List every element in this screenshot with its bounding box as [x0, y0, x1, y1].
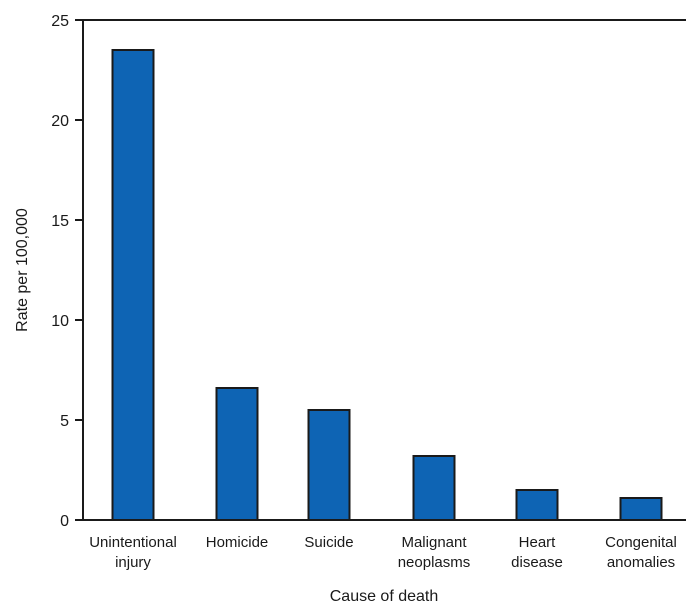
- category-label: Suicide: [304, 534, 353, 551]
- category-labels: Unintentional injury Homicide Suicide Malign…: [89, 534, 677, 571]
- y-tick-label: 0: [60, 513, 69, 530]
- category-label-line: Unintentional: [89, 534, 177, 551]
- category-label-line: injury: [115, 554, 151, 571]
- bar: [515, 489, 559, 521]
- category-label-line: Congenital: [605, 534, 677, 551]
- x-axis-title: Cause of death: [330, 588, 439, 605]
- category-label-line: Suicide: [304, 534, 353, 551]
- y-axis-ticks: 0 5 10 15 20 25: [51, 13, 83, 530]
- category-label: Heart disease: [511, 534, 563, 571]
- y-tick-label: 20: [51, 113, 69, 130]
- category-label-line: Homicide: [206, 534, 269, 551]
- y-tick-label: 10: [51, 313, 69, 330]
- y-tick-label: 15: [51, 213, 69, 230]
- category-label: Malignant neoplasms: [398, 534, 471, 571]
- y-axis-title: Rate per 100,000: [14, 208, 31, 332]
- bar: [619, 497, 663, 521]
- category-label-line: anomalies: [607, 554, 675, 571]
- bar: [307, 409, 351, 521]
- bar: [111, 49, 155, 521]
- bars: [111, 49, 663, 521]
- category-label: Congenital anomalies: [605, 534, 677, 571]
- category-label: Homicide: [206, 534, 269, 551]
- category-label: Unintentional injury: [89, 534, 177, 571]
- category-label-line: disease: [511, 554, 563, 571]
- category-label-line: Heart: [519, 534, 557, 551]
- category-label-line: neoplasms: [398, 554, 471, 571]
- category-label-line: Malignant: [401, 534, 467, 551]
- bar: [412, 455, 456, 521]
- y-tick-label: 5: [60, 413, 69, 430]
- bar: [215, 387, 259, 521]
- y-tick-label: 25: [51, 13, 69, 30]
